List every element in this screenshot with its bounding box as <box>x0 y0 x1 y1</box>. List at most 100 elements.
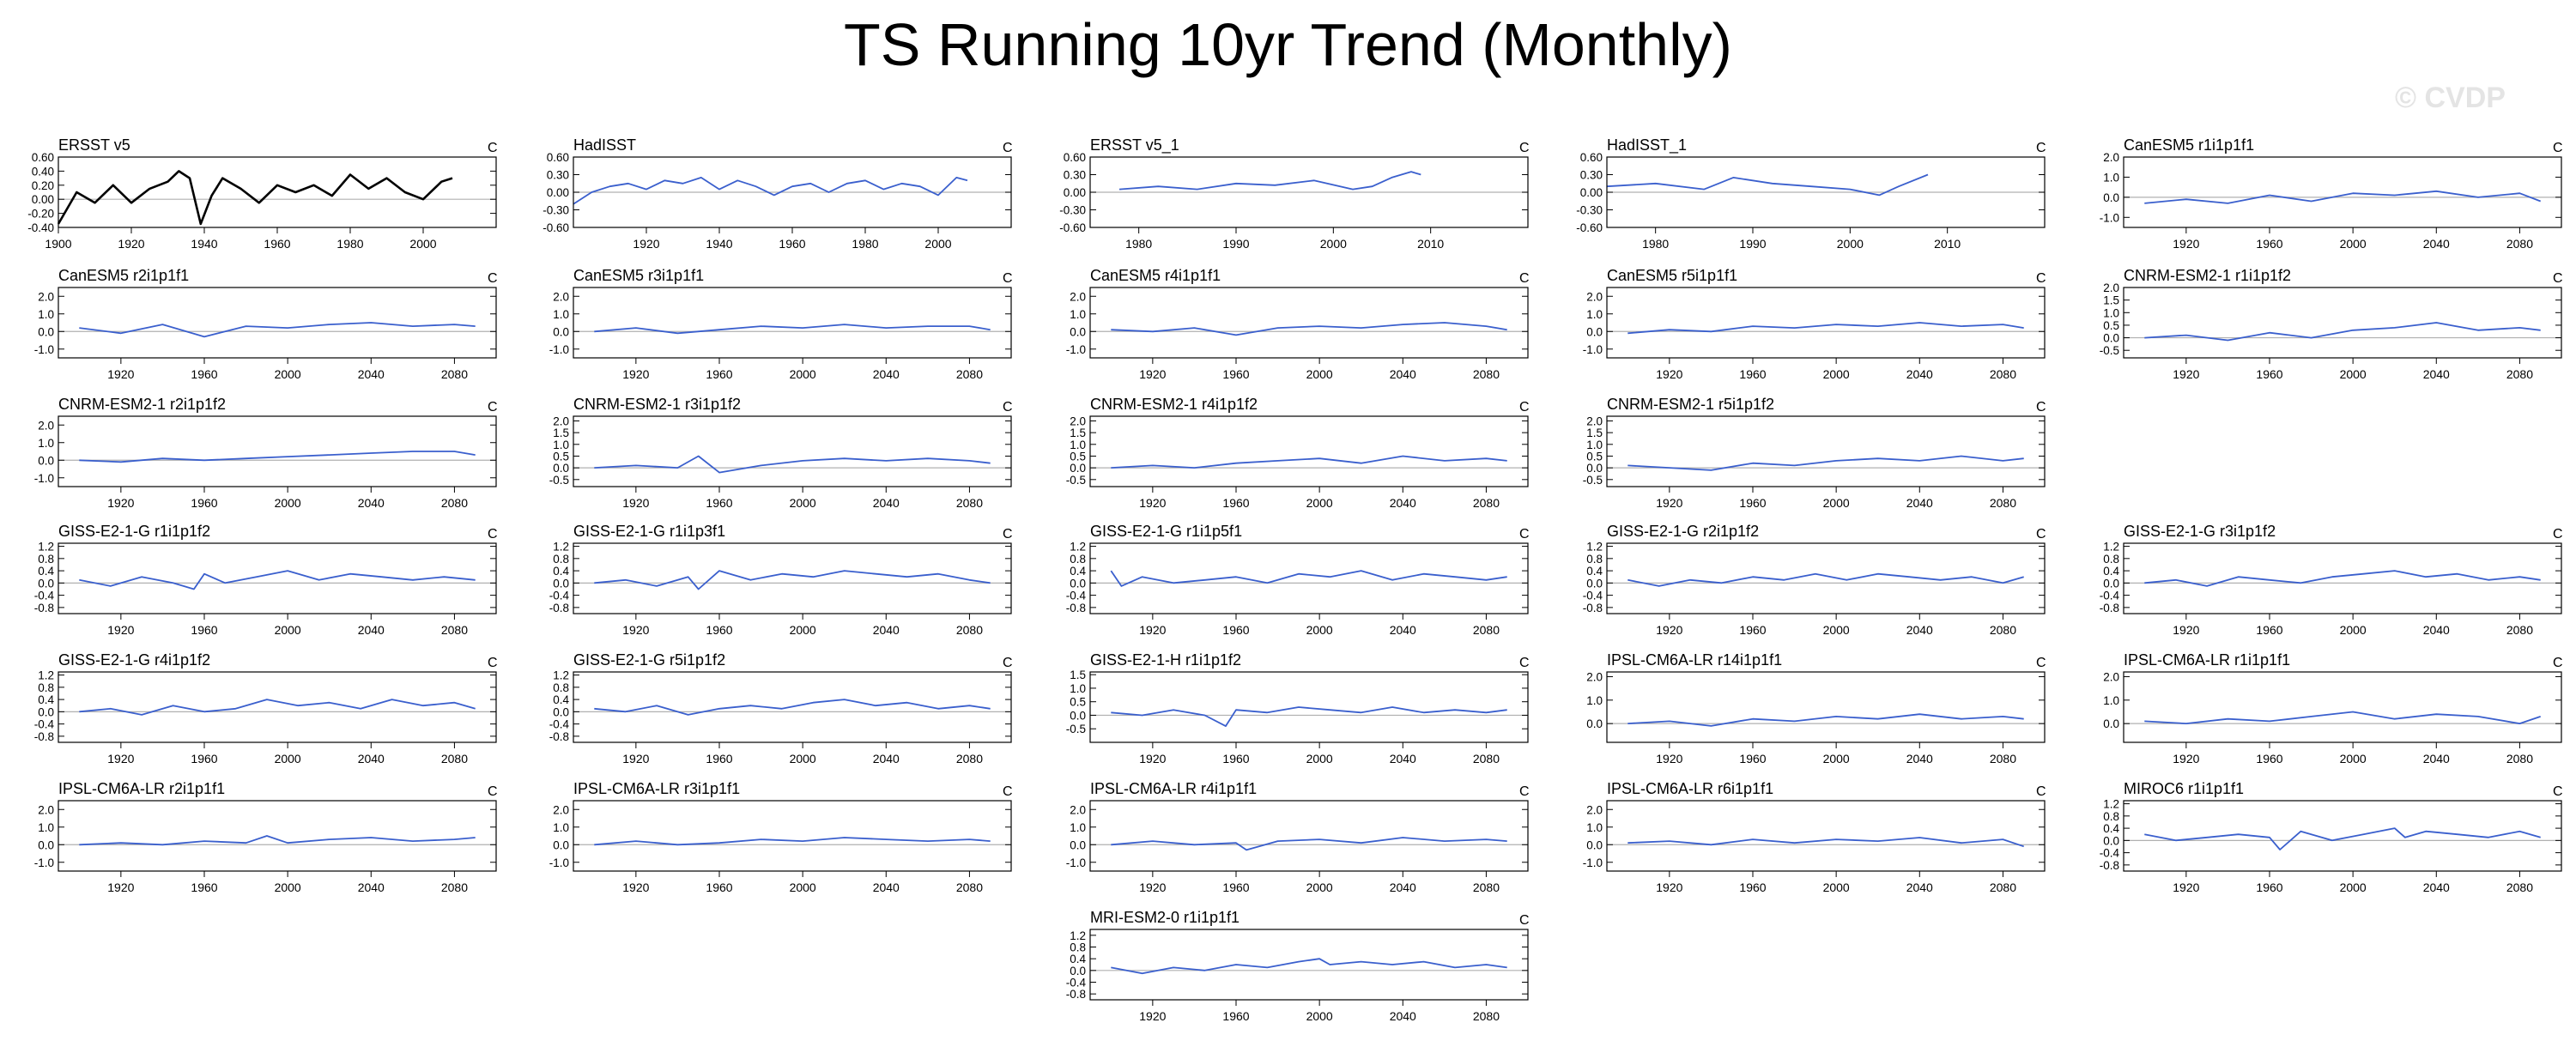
panel-title: CanESM5 r4i1p1f1 <box>1090 267 1221 284</box>
panel-title: CNRM-ESM2-1 r2i1p1f2 <box>58 396 226 413</box>
unit-label: C <box>1519 400 1530 415</box>
x-tick-label: 2000 <box>1306 752 1333 766</box>
x-tick-label: 2000 <box>790 623 816 637</box>
x-tick-label: 2000 <box>1306 496 1333 510</box>
x-tick-label: 2000 <box>1306 1009 1333 1023</box>
y-tick-label: -0.4 <box>1583 590 1603 602</box>
y-tick-label: 0.0 <box>1586 577 1603 590</box>
plot-frame <box>573 800 1012 872</box>
x-tick-label: 1920 <box>1139 367 1166 381</box>
y-tick-label: 1.0 <box>1586 308 1603 321</box>
y-tick-label: -0.8 <box>1066 988 1086 1001</box>
y-tick-label: 0.8 <box>2103 553 2119 566</box>
x-tick-label: 1990 <box>1222 237 1249 251</box>
x-tick-label: 1960 <box>1222 752 1249 766</box>
y-tick-label: 0.8 <box>38 553 54 566</box>
x-tick-label: 1920 <box>1656 752 1682 766</box>
x-tick-label: 1960 <box>2256 237 2282 251</box>
x-tick-label: 2000 <box>2340 237 2367 251</box>
y-tick-label: 0.4 <box>553 693 569 706</box>
x-tick-label: 2000 <box>1306 623 1333 637</box>
y-tick-label: -0.4 <box>1066 977 1087 989</box>
plot-frame <box>1089 287 1529 359</box>
y-tick-label: 0.0 <box>38 577 54 590</box>
x-tick-label: 2040 <box>1390 752 1416 766</box>
y-tick-label: 2.0 <box>1586 415 1603 427</box>
plot-frame <box>1089 671 1529 743</box>
x-tick-label: 1960 <box>191 496 217 510</box>
x-tick-label: 1920 <box>622 496 649 510</box>
y-tick-label: 1.0 <box>2103 171 2119 184</box>
x-tick-label: 2000 <box>790 881 816 894</box>
y-tick-label: 1.2 <box>553 541 569 554</box>
x-tick-label: 2040 <box>1390 623 1416 637</box>
y-tick-label: -0.8 <box>34 602 54 614</box>
y-tick-label: 0.00 <box>1064 186 1086 199</box>
y-tick-label: 0.0 <box>38 705 54 718</box>
x-tick-label: 1960 <box>1222 496 1249 510</box>
series-line <box>1111 322 1507 336</box>
x-tick-label: 2000 <box>1306 367 1333 381</box>
panel-title: CanESM5 r2i1p1f1 <box>58 267 189 284</box>
x-tick-label: 2080 <box>1473 752 1500 766</box>
x-tick-label: 2000 <box>2340 881 2367 894</box>
chart-panel: CNRM-ESM2-1 r2i1p1f2 C -1.0 0.0 1.0 2.0 1920 19… <box>34 396 498 510</box>
y-tick-label: 0.0 <box>38 454 54 467</box>
unit-label: C <box>2036 141 2046 155</box>
unit-label: C <box>1003 527 1013 542</box>
x-tick-label: 2000 <box>275 881 301 894</box>
series-line <box>79 451 476 463</box>
y-tick-label: 2.0 <box>2103 151 2119 164</box>
x-tick-label: 1920 <box>1656 367 1682 381</box>
x-tick-label: 2040 <box>1906 623 1933 637</box>
chart-panel: CanESM5 r3i1p1f1 C -1.0 0.0 1.0 2.0 1920 1960 20… <box>549 267 1013 381</box>
panel-title: GISS-E2-1-G r3i1p1f2 <box>2124 523 2276 540</box>
y-tick-label: 0.0 <box>2103 834 2119 847</box>
x-tick-label: 2040 <box>2423 367 2450 381</box>
panel-title: IPSL-CM6A-LR r2i1p1f1 <box>58 780 225 797</box>
y-tick-label: 0.0 <box>2103 577 2119 590</box>
x-tick-label: 2040 <box>873 881 900 894</box>
x-tick-label: 2000 <box>2340 752 2367 766</box>
unit-label: C <box>488 400 498 415</box>
series-line <box>2144 190 2542 204</box>
plot-frame <box>58 542 497 614</box>
chart-panel: GISS-E2-1-G r5i1p1f2 C -0.8-0.40.00.40.81.… <box>549 651 1013 766</box>
x-tick-label: 2040 <box>358 496 385 510</box>
series-line <box>573 176 968 205</box>
panel-title: HadISST_1 <box>1607 136 1687 154</box>
chart-panel: HadISST C -0.60 -0.30 0.00 0.30 0.60 1920 1940 19… <box>542 136 1012 251</box>
x-tick-label: 2080 <box>441 367 468 381</box>
x-tick-label: 1980 <box>1642 237 1669 251</box>
x-tick-label: 2080 <box>1473 367 1500 381</box>
x-tick-label: 1920 <box>2173 237 2199 251</box>
y-tick-label: 0.0 <box>1586 325 1603 338</box>
x-tick-label: 1920 <box>1139 623 1166 637</box>
y-tick-label: -0.60 <box>1059 221 1086 234</box>
series-line <box>79 699 476 716</box>
panel-title: GISS-E2-1-G r4i1p1f2 <box>58 651 210 669</box>
y-tick-label: 0.4 <box>1070 953 1086 965</box>
x-tick-label: 2000 <box>275 623 301 637</box>
unit-label: C <box>2036 527 2046 542</box>
x-tick-label: 1960 <box>2256 881 2282 894</box>
x-tick-label: 1920 <box>107 496 134 510</box>
chart-panel: CNRM-ESM2-1 r4i1p1f2 C -0.50.00.51.01.52.0… <box>1066 396 1530 510</box>
plot-frame <box>58 800 497 872</box>
y-tick-label: 0.0 <box>1070 577 1086 590</box>
x-tick-label: 1920 <box>633 237 659 251</box>
x-tick-label: 2080 <box>1473 1009 1500 1023</box>
x-tick-label: 2000 <box>1823 496 1850 510</box>
unit-label: C <box>2553 527 2563 542</box>
x-tick-label: 2040 <box>2423 237 2450 251</box>
y-tick-label: 1.0 <box>1070 439 1086 451</box>
x-tick-label: 2040 <box>1906 367 1933 381</box>
chart-panel: GISS-E2-1-G r1i1p3f1 C -0.8-0.40.00.40.81.… <box>549 523 1013 637</box>
panel-title: GISS-E2-1-G r1i1p3f1 <box>573 523 725 540</box>
x-tick-label: 1960 <box>1222 367 1249 381</box>
cvdp-watermark: © CVDP <box>2395 82 2506 114</box>
x-tick-label: 1920 <box>622 881 649 894</box>
x-tick-label: 1920 <box>1139 881 1166 894</box>
chart-panel: GISS-E2-1-G r1i1p1f2 C -0.8-0.40.00.40.81.… <box>34 523 498 637</box>
y-tick-label: -0.60 <box>542 221 569 234</box>
